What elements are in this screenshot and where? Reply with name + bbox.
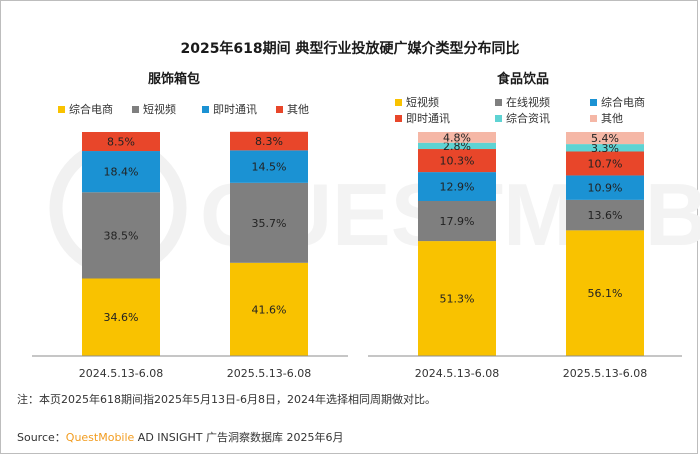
- bar-segment: [230, 182, 308, 263]
- data-label: 13.6%: [588, 209, 623, 222]
- bar-segment: [418, 132, 496, 143]
- data-label: 8.5%: [107, 136, 135, 149]
- footnote: 注：本页2025年618期间指2025年5月13日-6月8日，2024年选择相同…: [17, 393, 436, 406]
- legend-swatch: [495, 98, 502, 106]
- data-label: 51.3%: [440, 293, 475, 306]
- legend-label: 短视频: [143, 103, 176, 116]
- source-prefix: Source：: [17, 431, 66, 444]
- x-tick-label: 2024.5.13-6.08: [415, 367, 499, 380]
- bar-segment: [566, 230, 644, 356]
- data-label: 41.6%: [252, 303, 287, 316]
- bar-segment: [230, 131, 308, 151]
- legend-item-apparel-ecommerce: 综合电商: [58, 101, 113, 117]
- data-label: 17.9%: [440, 215, 475, 228]
- bar-segment: [418, 172, 496, 201]
- x-tick-label: 2025.5.13-6.08: [563, 367, 647, 380]
- legend-label: 即时通讯: [213, 103, 257, 116]
- x-tick-label: 2024.5.13-6.08: [79, 367, 163, 380]
- x-tick-label: 2025.5.13-6.08: [227, 367, 311, 380]
- data-label: 18.4%: [104, 166, 139, 179]
- legend-label: 综合电商: [69, 103, 113, 116]
- legend-swatch: [132, 105, 139, 113]
- legend-label: 短视频: [406, 96, 439, 109]
- source-line: Source：QuestMobile AD INSIGHT 广告洞察数据库 20…: [17, 429, 344, 445]
- bar-segment: [566, 132, 644, 145]
- bar-segment: [566, 175, 644, 200]
- data-label: 34.6%: [104, 311, 139, 324]
- source-rest: AD INSIGHT 广告洞察数据库 2025年6月: [134, 431, 344, 444]
- data-label: 10.7%: [588, 157, 623, 170]
- legend-swatch: [395, 114, 402, 122]
- legend-item-food-im: 即时通讯: [395, 110, 450, 126]
- source-brand: QuestMobile: [65, 431, 135, 444]
- data-label: 4.8%: [443, 131, 471, 144]
- legend-label: 综合电商: [601, 96, 645, 109]
- legend-item-food-ecommerce: 综合电商: [590, 94, 645, 110]
- chart-title-food: 食品饮品: [497, 72, 550, 87]
- legend-label: 在线视频: [506, 96, 550, 109]
- main-title: 2025年618期间 典型行业投放硬广媒介类型分布同比: [180, 41, 520, 57]
- legend-swatch: [495, 114, 502, 122]
- data-label: 2.8%: [443, 140, 471, 153]
- legend-label: 综合资讯: [506, 112, 550, 125]
- legend-swatch: [395, 98, 402, 106]
- legend-item-food-news: 综合资讯: [495, 110, 550, 126]
- bar-segment: [566, 144, 644, 152]
- legend-swatch: [590, 98, 597, 106]
- bar-segment: [566, 151, 644, 176]
- data-label: 38.5%: [104, 229, 139, 242]
- legend-swatch: [590, 114, 597, 122]
- legend-label: 即时通讯: [406, 112, 450, 125]
- bar-segment: [82, 278, 160, 356]
- bar-segment: [230, 150, 308, 183]
- data-label: 5.4%: [591, 132, 619, 145]
- legend-item-apparel-other: 其他: [276, 101, 309, 117]
- bar-segment: [418, 149, 496, 173]
- legend-item-apparel-shortvideo: 短视频: [132, 101, 176, 117]
- data-label: 10.9%: [588, 182, 623, 195]
- legend-item-food-other: 其他: [590, 110, 623, 126]
- data-label: 56.1%: [588, 287, 623, 300]
- legend-swatch: [202, 105, 209, 113]
- bar-segment: [418, 241, 496, 356]
- data-label: 10.3%: [440, 155, 475, 168]
- legend-item-apparel-im: 即时通讯: [202, 101, 257, 117]
- data-label: 35.7%: [252, 217, 287, 230]
- chart-title-apparel: 服饰箱包: [148, 72, 201, 87]
- bar-segment: [82, 192, 160, 279]
- legend-label: 其他: [601, 112, 623, 125]
- legend-swatch: [58, 105, 65, 113]
- data-label: 8.3%: [255, 135, 283, 148]
- legend-label: 其他: [287, 103, 309, 116]
- legend-swatch: [276, 105, 283, 113]
- bar-segment: [418, 200, 496, 242]
- legend-item-food-onlinevideo: 在线视频: [495, 94, 550, 110]
- data-label: 12.9%: [440, 181, 475, 194]
- data-label: 3.3%: [591, 142, 619, 155]
- bar-segment: [230, 262, 308, 356]
- legend-item-food-shortvideo: 短视频: [395, 94, 439, 110]
- bar-segment: [82, 132, 160, 152]
- bar-segment: [418, 142, 496, 150]
- bar-segment: [82, 151, 160, 193]
- data-label: 14.5%: [252, 161, 287, 174]
- bar-segment: [566, 199, 644, 231]
